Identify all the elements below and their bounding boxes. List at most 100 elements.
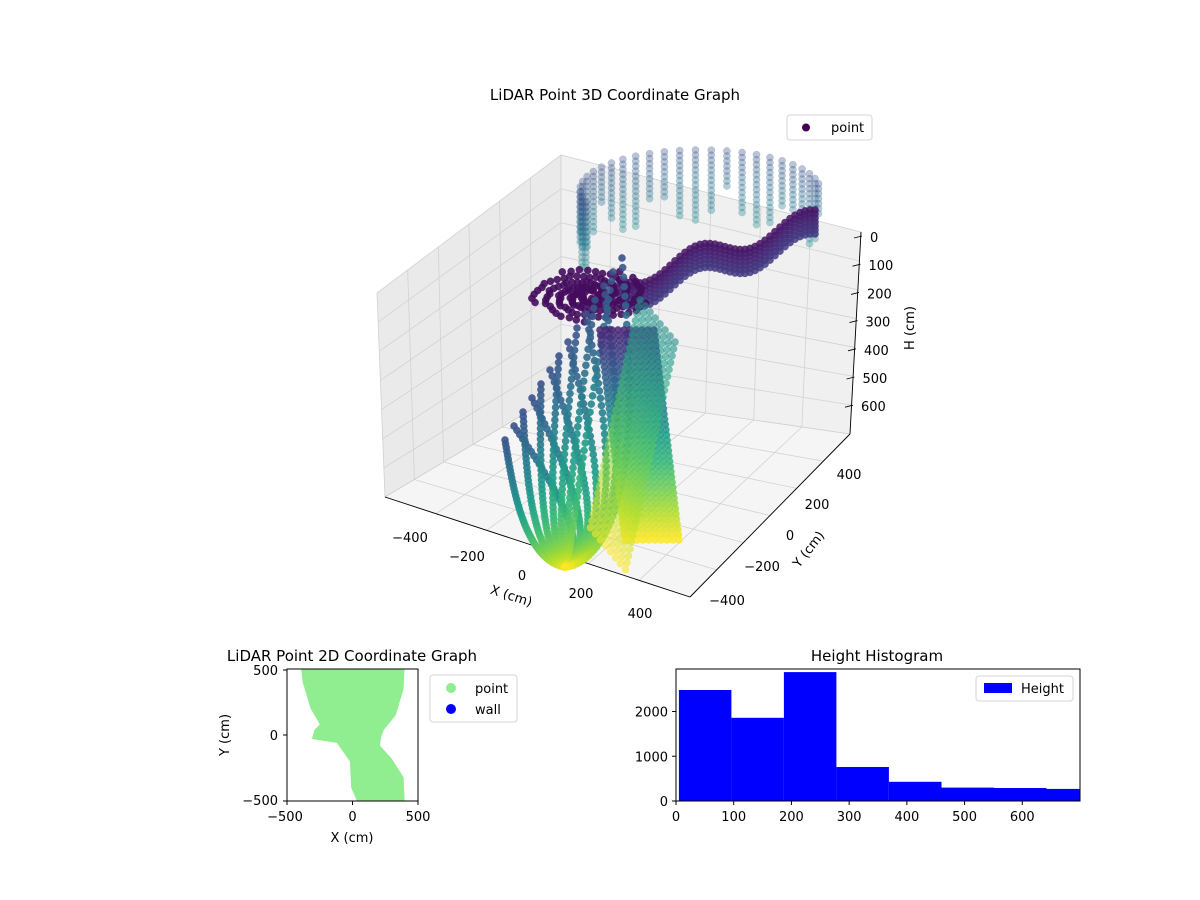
scatter3d-point	[608, 540, 616, 549]
scatter3d-point	[707, 161, 716, 170]
z3d-tick-mark	[844, 404, 854, 408]
scatter3d-point	[583, 202, 591, 211]
scatter3d-point	[634, 477, 643, 485]
scatter3d-point	[661, 326, 669, 334]
scatter3d-point	[582, 198, 590, 207]
scatter3d-point	[583, 187, 591, 196]
scatter3d-point	[811, 179, 819, 188]
x2d-tick: 500	[406, 810, 431, 825]
scatter3d-point	[752, 205, 761, 214]
scatter3d-point	[566, 294, 575, 302]
scatter3d-point	[629, 357, 637, 366]
scatter3d-point	[738, 198, 746, 207]
scatter3d-point	[563, 417, 572, 426]
scatter3d-point	[619, 546, 628, 554]
scatter3d-point	[617, 526, 626, 534]
scatter3d-z-label: H (cm)	[903, 306, 918, 350]
scatter3d-legend-label: point	[831, 121, 864, 136]
scatter3d-point	[607, 487, 615, 496]
scatter3d-point	[607, 214, 616, 222]
scatter2d-points	[301, 669, 405, 801]
scatter3d-point	[631, 192, 640, 201]
scatter3d-point	[571, 444, 580, 452]
scatter3d-point	[631, 490, 640, 499]
scatter3d-point	[564, 410, 572, 419]
scatter3d-point	[554, 291, 563, 300]
scatter3d-y-ticks: −400 −200 0 200 400	[709, 468, 861, 609]
scatter3d-point	[629, 444, 637, 453]
scatter3d-point	[811, 230, 819, 238]
scatter3d-point	[578, 193, 586, 202]
scatter3d-point	[766, 168, 774, 177]
scatter3d-point	[675, 166, 684, 175]
scatter3d-point	[582, 243, 590, 252]
scatter3d-point	[562, 424, 571, 432]
scatter3d-point	[576, 187, 585, 196]
scatter3d-point	[723, 177, 731, 185]
scatter3d-point	[654, 327, 663, 335]
scatter3d-point	[569, 463, 577, 472]
scatter3d-point	[668, 351, 676, 360]
scatter3d-point	[660, 167, 669, 176]
scatter3d-point	[583, 207, 591, 216]
scatter3d-point	[627, 337, 635, 346]
scatter3d-point	[656, 320, 664, 328]
scatter3d-point	[626, 545, 634, 553]
scatter3d-point	[644, 402, 653, 410]
scatter3d-point	[596, 394, 605, 403]
scatter3d-y-label: Y (cm)	[790, 529, 828, 572]
scatter3d-point	[619, 432, 627, 441]
scatter3d-point	[630, 497, 638, 506]
scatter3d-point	[586, 523, 595, 532]
scatter3d-point	[778, 166, 786, 175]
scatter3d-point	[631, 212, 640, 221]
scatter3d-point	[654, 387, 662, 396]
scatter3d-point	[607, 164, 616, 172]
scatter3d-point	[636, 322, 645, 331]
scatter3d-point	[630, 350, 639, 359]
scatter3d-point	[631, 202, 640, 211]
scatter3d-point	[577, 392, 586, 401]
scatter3d-point	[707, 171, 716, 180]
grid3d-line	[383, 357, 562, 469]
grid3d-line	[379, 222, 562, 352]
scatter3d-point	[661, 352, 670, 361]
scatter3d-point	[620, 512, 629, 521]
scatter3d-point	[638, 429, 647, 438]
scatter3d-point	[576, 233, 585, 241]
scatter3d-point	[798, 175, 806, 183]
scatter3d-point	[766, 183, 774, 192]
scatter3d-point	[556, 301, 565, 310]
scatter3d-point	[562, 430, 570, 439]
scatter3d-point	[638, 342, 647, 351]
scatter3d-point	[578, 203, 586, 212]
y2d-tick: 500	[253, 664, 278, 679]
scatter3d-point	[597, 173, 606, 181]
scatter2d-x-ticks: −500 0 500	[267, 801, 430, 825]
scatter3d-point	[805, 174, 814, 183]
x3d-tick: −400	[392, 531, 428, 546]
scatter3d-point	[778, 186, 786, 195]
scatter3d-point	[766, 153, 774, 162]
scatter3d-point	[666, 332, 674, 340]
scatter2d-y-ticks: 500 0 −500	[242, 664, 287, 809]
scatter3d-point	[631, 222, 640, 231]
hist-x-tick: 400	[894, 810, 919, 825]
scatter3d-point	[573, 422, 582, 431]
scatter3d-point	[707, 151, 716, 160]
y3d-tick: 0	[786, 529, 794, 544]
scatter3d-point	[573, 430, 581, 438]
scatter3d-point	[645, 428, 653, 437]
scatter3d-point	[778, 191, 786, 200]
scatter3d-point	[619, 175, 627, 184]
scatter3d-point	[528, 294, 536, 303]
scatter3d-point	[569, 360, 577, 369]
scatter3d-point	[805, 189, 814, 198]
scatter3d-point	[630, 323, 638, 332]
histogram-bar	[836, 767, 889, 801]
scatter3d-point	[545, 286, 554, 295]
z3d-tick: 400	[864, 344, 889, 359]
scatter3d-point	[580, 369, 589, 378]
scatter3d-point	[596, 535, 605, 544]
scatter3d-point	[578, 198, 586, 207]
